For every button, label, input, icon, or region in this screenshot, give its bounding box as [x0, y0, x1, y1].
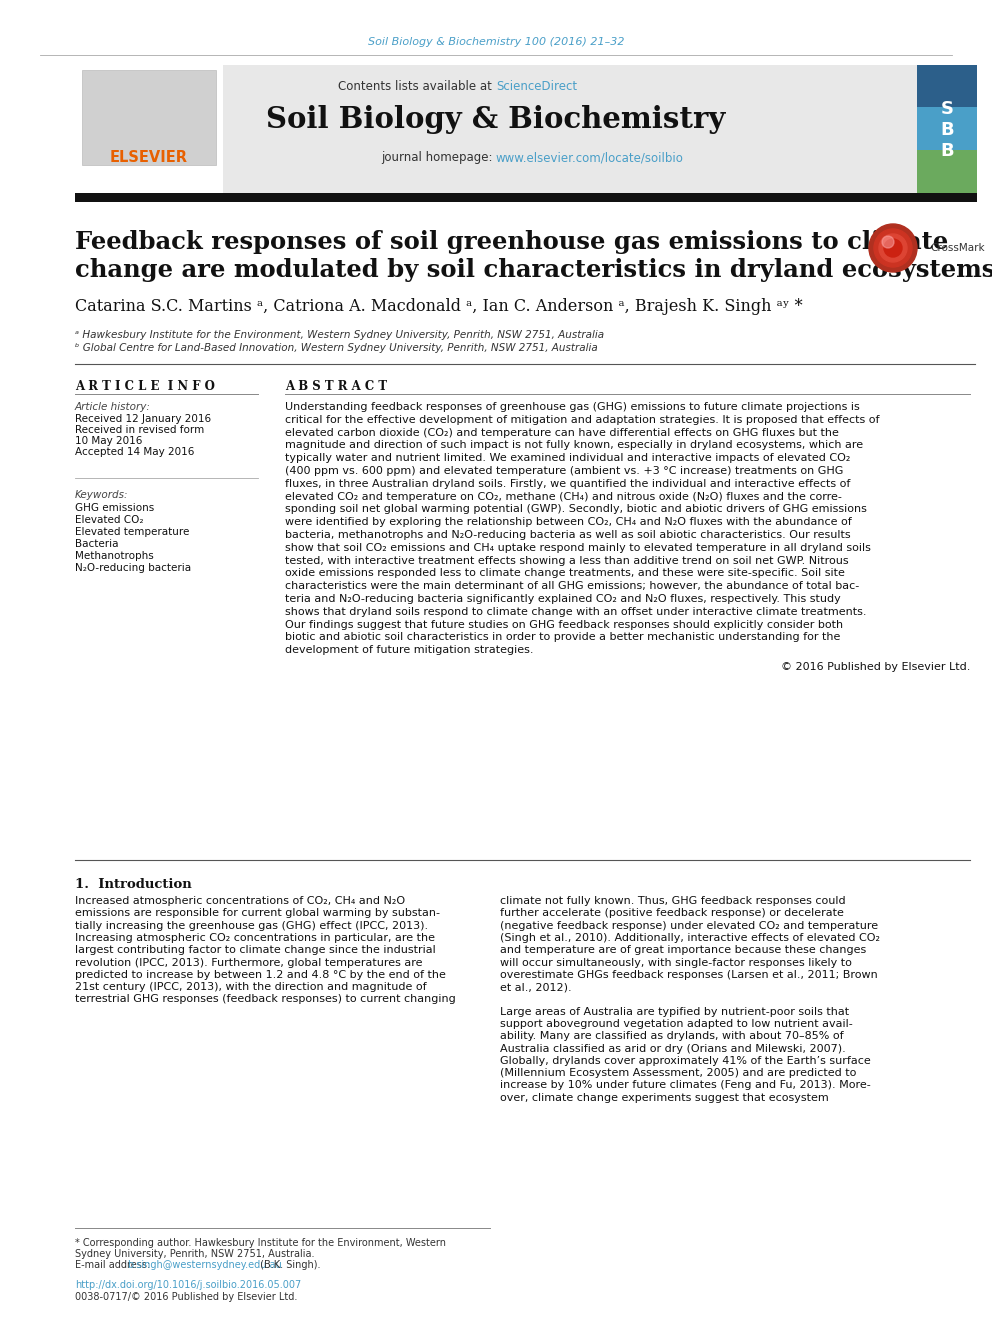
Text: bacteria, methanotrophs and N₂O-reducing bacteria as well as soil abiotic charac: bacteria, methanotrophs and N₂O-reducing… — [285, 531, 850, 540]
Text: overestimate GHGs feedback responses (Larsen et al., 2011; Brown: overestimate GHGs feedback responses (La… — [500, 970, 878, 980]
Text: Soil Biology & Biochemistry 100 (2016) 21–32: Soil Biology & Biochemistry 100 (2016) 2… — [368, 37, 624, 48]
FancyBboxPatch shape — [75, 193, 977, 202]
Text: Australia classified as arid or dry (Orians and Milewski, 2007).: Australia classified as arid or dry (Ori… — [500, 1044, 846, 1053]
Text: © 2016 Published by Elsevier Ltd.: © 2016 Published by Elsevier Ltd. — [781, 662, 970, 672]
Text: largest contributing factor to climate change since the industrial: largest contributing factor to climate c… — [75, 945, 435, 955]
Text: Increased atmospheric concentrations of CO₂, CH₄ and N₂O: Increased atmospheric concentrations of … — [75, 896, 405, 906]
Text: 0038-0717/© 2016 Published by Elsevier Ltd.: 0038-0717/© 2016 Published by Elsevier L… — [75, 1293, 298, 1302]
FancyBboxPatch shape — [917, 149, 977, 193]
Text: Our findings suggest that future studies on GHG feedback responses should explic: Our findings suggest that future studies… — [285, 619, 843, 630]
Text: CrossMark: CrossMark — [930, 243, 985, 253]
Text: et al., 2012).: et al., 2012). — [500, 982, 571, 992]
Circle shape — [882, 235, 894, 247]
Text: journal homepage:: journal homepage: — [381, 152, 496, 164]
Text: ᵇ Global Centre for Land-Based Innovation, Western Sydney University, Penrith, N: ᵇ Global Centre for Land-Based Innovatio… — [75, 343, 598, 353]
FancyBboxPatch shape — [917, 65, 977, 193]
Text: support aboveground vegetation adapted to low nutrient avail-: support aboveground vegetation adapted t… — [500, 1019, 853, 1029]
Text: Contents lists available at: Contents lists available at — [338, 81, 496, 94]
Text: elevated carbon dioxide (CO₂) and temperature can have differential effects on G: elevated carbon dioxide (CO₂) and temper… — [285, 427, 839, 438]
Text: GHG emissions: GHG emissions — [75, 503, 154, 513]
Text: * Corresponding author. Hawkesbury Institute for the Environment, Western: * Corresponding author. Hawkesbury Insti… — [75, 1238, 446, 1248]
Text: emissions are responsible for current global warming by substan-: emissions are responsible for current gl… — [75, 909, 440, 918]
Text: S
B
B: S B B — [940, 101, 954, 160]
Text: typically water and nutrient limited. We examined individual and interactive imp: typically water and nutrient limited. We… — [285, 454, 850, 463]
Text: climate not fully known. Thus, GHG feedback responses could: climate not fully known. Thus, GHG feedb… — [500, 896, 845, 906]
Text: sponding soil net global warming potential (GWP). Secondly, biotic and abiotic d: sponding soil net global warming potenti… — [285, 504, 867, 515]
Text: change are modulated by soil characteristics in dryland ecosystems: change are modulated by soil characteris… — [75, 258, 992, 282]
Text: development of future mitigation strategies.: development of future mitigation strateg… — [285, 646, 534, 655]
Text: Methanotrophs: Methanotrophs — [75, 550, 154, 561]
Text: and temperature are of great importance because these changes: and temperature are of great importance … — [500, 945, 866, 955]
FancyBboxPatch shape — [917, 65, 977, 107]
Text: ᵃ Hawkesbury Institute for the Environment, Western Sydney University, Penrith, : ᵃ Hawkesbury Institute for the Environme… — [75, 329, 604, 340]
Text: ability. Many are classified as drylands, with about 70–85% of: ability. Many are classified as drylands… — [500, 1032, 843, 1041]
Text: predicted to increase by between 1.2 and 4.8 °C by the end of the: predicted to increase by between 1.2 and… — [75, 970, 445, 980]
FancyBboxPatch shape — [75, 65, 917, 193]
Text: terrestrial GHG responses (feedback responses) to current changing: terrestrial GHG responses (feedback resp… — [75, 995, 455, 1004]
Text: Received in revised form: Received in revised form — [75, 425, 204, 435]
Text: A R T I C L E  I N F O: A R T I C L E I N F O — [75, 380, 215, 393]
Text: Soil Biology & Biochemistry: Soil Biology & Biochemistry — [266, 106, 726, 135]
Text: www.elsevier.com/locate/soilbio: www.elsevier.com/locate/soilbio — [496, 152, 683, 164]
Text: shows that dryland soils respond to climate change with an offset under interact: shows that dryland soils respond to clim… — [285, 607, 866, 617]
Text: over, climate change experiments suggest that ecosystem: over, climate change experiments suggest… — [500, 1093, 828, 1103]
Text: oxide emissions responded less to climate change treatments, and these were site: oxide emissions responded less to climat… — [285, 569, 845, 578]
Text: Increasing atmospheric CO₂ concentrations in particular, are the: Increasing atmospheric CO₂ concentration… — [75, 933, 435, 943]
Text: (Millennium Ecosystem Assessment, 2005) and are predicted to: (Millennium Ecosystem Assessment, 2005) … — [500, 1068, 856, 1078]
Text: Elevated CO₂: Elevated CO₂ — [75, 515, 144, 525]
Text: Article history:: Article history: — [75, 402, 151, 411]
Text: Catarina S.C. Martins ᵃ, Catriona A. Macdonald ᵃ, Ian C. Anderson ᵃ, Brajesh K. : Catarina S.C. Martins ᵃ, Catriona A. Mac… — [75, 298, 803, 315]
Text: show that soil CO₂ emissions and CH₄ uptake respond mainly to elevated temperatu: show that soil CO₂ emissions and CH₄ upt… — [285, 542, 871, 553]
Circle shape — [869, 224, 917, 273]
Text: ELSEVIER: ELSEVIER — [110, 151, 188, 165]
Text: Elevated temperature: Elevated temperature — [75, 527, 189, 537]
Text: Globally, drylands cover approximately 41% of the Earth’s surface: Globally, drylands cover approximately 4… — [500, 1056, 871, 1066]
Text: N₂O-reducing bacteria: N₂O-reducing bacteria — [75, 564, 191, 573]
Text: Large areas of Australia are typified by nutrient-poor soils that: Large areas of Australia are typified by… — [500, 1007, 849, 1016]
Text: teria and N₂O-reducing bacteria significantly explained CO₂ and N₂O fluxes, resp: teria and N₂O-reducing bacteria signific… — [285, 594, 841, 605]
Text: 1.  Introduction: 1. Introduction — [75, 878, 191, 890]
FancyBboxPatch shape — [75, 65, 223, 193]
Text: (Singh et al., 2010). Additionally, interactive effects of elevated CO₂: (Singh et al., 2010). Additionally, inte… — [500, 933, 880, 943]
Text: Received 12 January 2016: Received 12 January 2016 — [75, 414, 211, 423]
Text: (negative feedback response) under elevated CO₂ and temperature: (negative feedback response) under eleva… — [500, 921, 878, 930]
Text: ScienceDirect: ScienceDirect — [496, 81, 577, 94]
Text: Understanding feedback responses of greenhouse gas (GHG) emissions to future cli: Understanding feedback responses of gree… — [285, 402, 860, 411]
Text: will occur simultaneously, with single-factor responses likely to: will occur simultaneously, with single-f… — [500, 958, 852, 967]
Text: tially increasing the greenhouse gas (GHG) effect (IPCC, 2013).: tially increasing the greenhouse gas (GH… — [75, 921, 429, 930]
Text: increase by 10% under future climates (Feng and Fu, 2013). More-: increase by 10% under future climates (F… — [500, 1081, 871, 1090]
Text: characteristics were the main determinant of all GHG emissions; however, the abu: characteristics were the main determinan… — [285, 581, 859, 591]
Text: Sydney University, Penrith, NSW 2751, Australia.: Sydney University, Penrith, NSW 2751, Au… — [75, 1249, 314, 1259]
Text: further accelerate (positive feedback response) or decelerate: further accelerate (positive feedback re… — [500, 909, 844, 918]
Text: elevated CO₂ and temperature on CO₂, methane (CH₄) and nitrous oxide (N₂O) fluxe: elevated CO₂ and temperature on CO₂, met… — [285, 492, 842, 501]
Text: Accepted 14 May 2016: Accepted 14 May 2016 — [75, 447, 194, 456]
Circle shape — [874, 229, 912, 267]
Text: E-mail address:: E-mail address: — [75, 1259, 154, 1270]
Text: 10 May 2016: 10 May 2016 — [75, 437, 143, 446]
Circle shape — [879, 234, 907, 262]
Text: revolution (IPCC, 2013). Furthermore, global temperatures are: revolution (IPCC, 2013). Furthermore, gl… — [75, 958, 423, 967]
Text: 21st century (IPCC, 2013), with the direction and magnitude of: 21st century (IPCC, 2013), with the dire… — [75, 982, 427, 992]
Text: Keywords:: Keywords: — [75, 490, 129, 500]
Text: (400 ppm vs. 600 ppm) and elevated temperature (ambient vs. +3 °C increase) trea: (400 ppm vs. 600 ppm) and elevated tempe… — [285, 466, 843, 476]
Text: were identified by exploring the relationship between CO₂, CH₄ and N₂O fluxes wi: were identified by exploring the relatio… — [285, 517, 852, 527]
Text: (B.K. Singh).: (B.K. Singh). — [257, 1259, 320, 1270]
Text: b.singh@westernsydney.edu.au: b.singh@westernsydney.edu.au — [127, 1259, 282, 1270]
Text: http://dx.doi.org/10.1016/j.soilbio.2016.05.007: http://dx.doi.org/10.1016/j.soilbio.2016… — [75, 1279, 302, 1290]
Text: magnitude and direction of such impact is not fully known, especially in dryland: magnitude and direction of such impact i… — [285, 441, 863, 450]
Text: Bacteria: Bacteria — [75, 538, 118, 549]
Circle shape — [884, 239, 902, 257]
Text: biotic and abiotic soil characteristics in order to provide a better mechanistic: biotic and abiotic soil characteristics … — [285, 632, 840, 643]
FancyBboxPatch shape — [82, 70, 216, 165]
Text: critical for the effective development of mitigation and adaptation strategies. : critical for the effective development o… — [285, 415, 880, 425]
Text: fluxes, in three Australian dryland soils. Firstly, we quantified the individual: fluxes, in three Australian dryland soil… — [285, 479, 850, 488]
Text: tested, with interactive treatment effects showing a less than additive trend on: tested, with interactive treatment effec… — [285, 556, 848, 566]
FancyBboxPatch shape — [917, 107, 977, 149]
Text: A B S T R A C T: A B S T R A C T — [285, 380, 387, 393]
Text: Feedback responses of soil greenhouse gas emissions to climate: Feedback responses of soil greenhouse ga… — [75, 230, 948, 254]
